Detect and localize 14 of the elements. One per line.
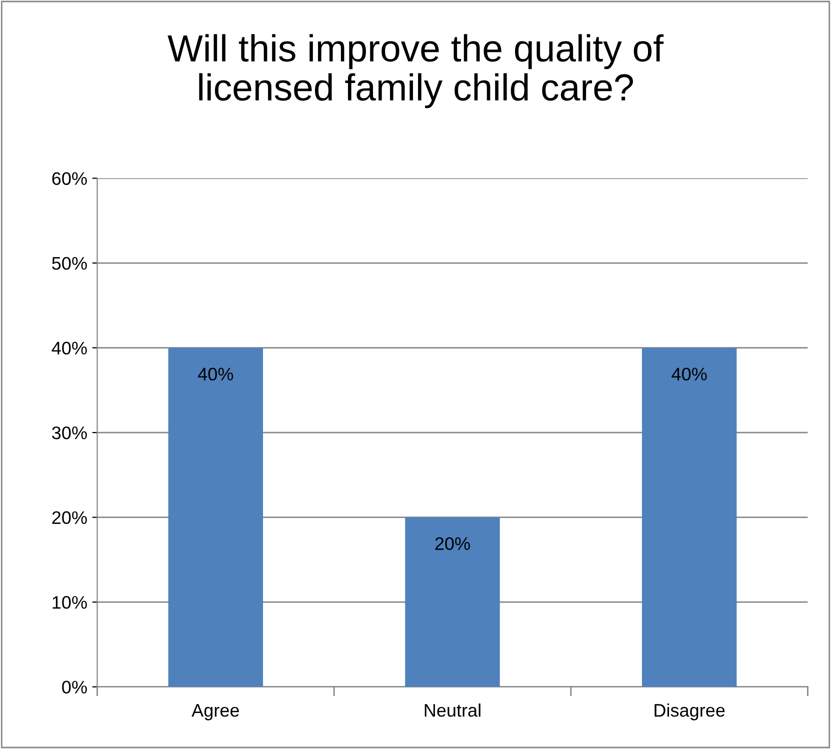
- y-tick-label: 10%: [52, 596, 87, 609]
- x-tick-label: Agree: [192, 704, 239, 720]
- y-tick-label: 20%: [52, 511, 87, 524]
- y-tick-label: 30%: [52, 426, 87, 440]
- y-tick-label: 40%: [52, 342, 87, 355]
- data-label: 40%: [672, 368, 707, 380]
- y-tick-label: 60%: [52, 172, 87, 185]
- y-tick-label: 50%: [52, 256, 87, 270]
- chart-title: Will this improve the quality of licensed family child care?: [168, 34, 664, 108]
- y-tick-label: 0%: [62, 680, 87, 694]
- x-tick-label: Disagree: [654, 704, 725, 720]
- data-label: 20%: [435, 537, 470, 550]
- x-tick-label: Neutral: [424, 704, 480, 717]
- data-label: 40%: [198, 368, 234, 380]
